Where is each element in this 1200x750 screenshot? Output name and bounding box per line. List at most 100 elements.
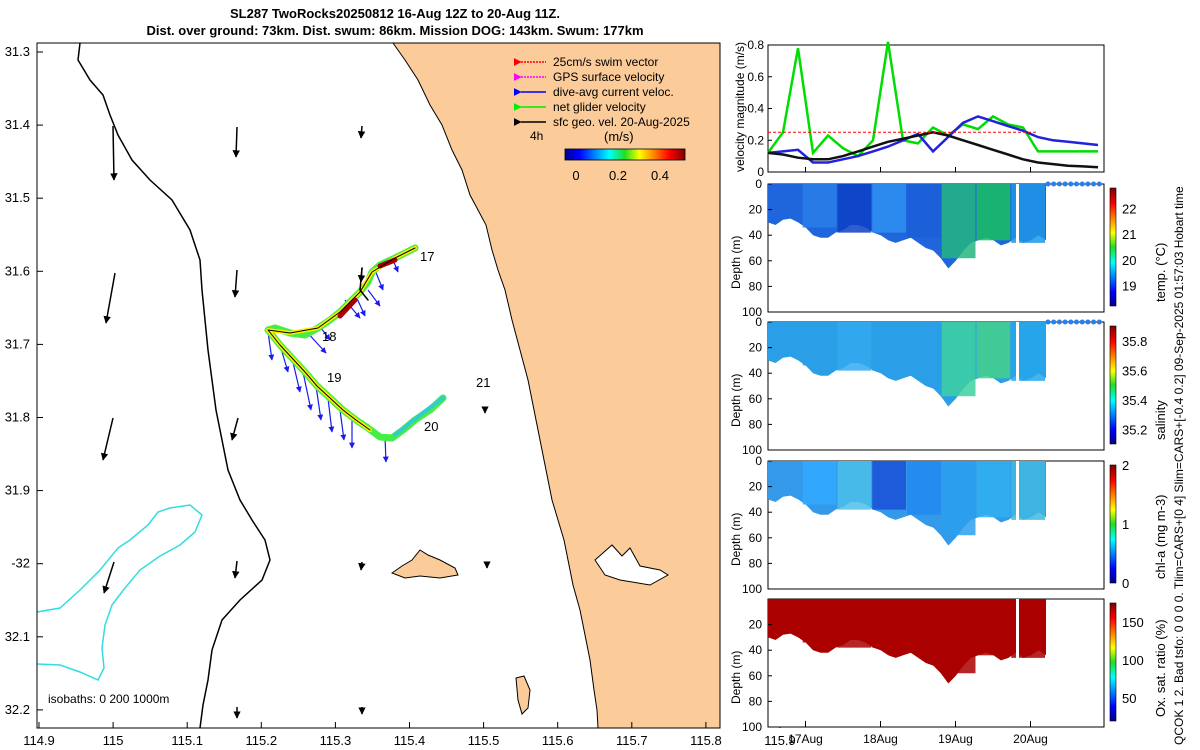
lon-tick-label: 115.5 xyxy=(468,733,500,748)
isobath-1000 xyxy=(36,504,203,681)
surface-dot xyxy=(1056,319,1062,325)
section-ytick-label: 80 xyxy=(749,556,763,570)
map-panel xyxy=(36,42,721,729)
section-gap xyxy=(1016,599,1019,663)
section-band xyxy=(872,184,906,233)
section-ytick-label: 100 xyxy=(742,582,762,596)
section-colorbar-tick: 22 xyxy=(1122,202,1136,217)
section-colorbar-tick: 20 xyxy=(1122,253,1136,268)
map-colorbar xyxy=(564,148,686,161)
lon-tick-label: 115.3 xyxy=(320,733,352,748)
section-band xyxy=(872,599,906,648)
section-ytick-label: 20 xyxy=(749,480,763,494)
section-band xyxy=(941,184,976,259)
lat-tick-label: 32.2 xyxy=(5,702,30,717)
section-band xyxy=(802,184,837,228)
section-colorbar xyxy=(1109,187,1117,307)
day-label: 18 xyxy=(322,329,336,344)
colorbar-units-label: (m/s) xyxy=(604,129,634,144)
isobaths-label: isobaths: 0 200 1000m xyxy=(48,692,169,706)
velocity-ylabel: velocity magnitude (m/s) xyxy=(733,42,747,172)
time-axis: 17Aug 18Aug 19Aug 20Aug xyxy=(788,167,1048,746)
day-labels: 17 18 19 20 21 xyxy=(322,249,490,434)
section-ytick-label: 80 xyxy=(749,279,763,293)
surface-dot xyxy=(1096,181,1102,187)
section-ytick-label: 40 xyxy=(749,643,763,657)
section-colorbar xyxy=(1109,602,1117,722)
section-band xyxy=(837,184,872,233)
section-gap xyxy=(1016,184,1019,248)
time-tick-label: 20Aug xyxy=(1013,732,1048,746)
surface-dot xyxy=(1045,319,1051,325)
section-ytick-label: 100 xyxy=(742,720,762,734)
lat-tick-label: -32 xyxy=(11,556,30,571)
island-rottnest xyxy=(390,549,459,579)
section-ytick-label: 80 xyxy=(749,417,763,431)
surface-dot xyxy=(1085,181,1091,187)
lat-tick-label: 31.4 xyxy=(5,117,30,132)
section-ytick-label: 40 xyxy=(749,228,763,242)
surface-dot xyxy=(1068,319,1074,325)
velocity-ytick-label: 0.4 xyxy=(747,102,764,116)
section-ytick-label: 20 xyxy=(749,618,763,632)
section-band xyxy=(976,184,1011,241)
panel-labels: Depth (m) temp. (°C) Depth (m) salinity Dept… xyxy=(729,236,1168,717)
lon-tick-label: 115 xyxy=(103,733,124,748)
legend-label: GPS surface velocity xyxy=(553,70,664,84)
lon-tick-label: 115.2 xyxy=(246,733,278,748)
section-band xyxy=(802,322,837,366)
day-label: 20 xyxy=(424,419,438,434)
section-band xyxy=(976,322,1011,379)
legend-label: sfc geo. vel. 20-Aug-2025 xyxy=(553,115,690,129)
section-ytick-label: 0 xyxy=(755,315,762,329)
estuary xyxy=(594,544,669,586)
section-colorbar-tick: 35.8 xyxy=(1122,334,1147,349)
section-band xyxy=(976,461,1011,518)
section-colorbar-tick: 0 xyxy=(1122,576,1129,591)
section-colorbar-label: chl-a (mg m-3) xyxy=(1153,494,1168,579)
lon-tick-label: 114.9 xyxy=(23,733,55,748)
section-band xyxy=(907,461,941,515)
section-ytick-label: 60 xyxy=(749,669,763,683)
title-line-1: SL287 TwoRocks20250812 16-Aug 12Z to 20-… xyxy=(230,6,560,21)
isobath-200 xyxy=(77,42,271,729)
section-colorbar xyxy=(1109,325,1117,445)
velocity-ytick-label: 0.6 xyxy=(747,70,764,84)
section-colorbar-tick: 50 xyxy=(1122,691,1136,706)
velocity-ytick-label: 0 xyxy=(757,165,764,179)
legend-4h-label: 4h xyxy=(530,129,543,143)
surface-dot xyxy=(1074,181,1079,187)
lat-tick-label: 31.6 xyxy=(5,263,30,278)
colorbar-tick-label: 0.4 xyxy=(651,168,669,183)
surface-dot xyxy=(1045,181,1051,187)
section-band xyxy=(941,599,976,674)
surface-dot xyxy=(1091,319,1097,325)
section-colorbar-tick: 21 xyxy=(1122,227,1136,242)
surface-dot xyxy=(1079,181,1085,187)
section-ylabel: Depth (m) xyxy=(729,236,743,289)
section-colorbar-label: Ox. sat. ratio (%) xyxy=(1153,619,1168,717)
time-tick-label: 19Aug xyxy=(938,732,973,746)
section-colorbar xyxy=(1109,464,1117,584)
lat-tick-label: 32.1 xyxy=(5,629,30,644)
section-colorbar-tick: 2 xyxy=(1122,458,1129,473)
surface-dot xyxy=(1068,181,1074,187)
time-tick-label: 18Aug xyxy=(863,732,898,746)
lat-tick-label: 31.3 xyxy=(5,44,30,59)
map-axes: 114.9 115 115.1 115.2 115.3 115.4 115.5 115.6 11… xyxy=(5,42,796,748)
lon-tick-label: 115.9 xyxy=(764,733,796,748)
section-colorbar-tick: 19 xyxy=(1122,278,1136,293)
legend-label: net glider velocity xyxy=(553,100,646,114)
section-colorbar-label: temp. (°C) xyxy=(1153,243,1168,302)
day-label: 19 xyxy=(327,370,341,385)
section-gap xyxy=(1016,461,1019,525)
section-ytick-label: 20 xyxy=(749,203,763,217)
surface-dot xyxy=(1062,319,1068,325)
surface-dot xyxy=(1074,319,1079,325)
surface-dot xyxy=(1056,181,1062,187)
section-gap xyxy=(1016,322,1019,386)
section-band xyxy=(941,322,976,397)
section-ytick-label: 40 xyxy=(749,505,763,519)
